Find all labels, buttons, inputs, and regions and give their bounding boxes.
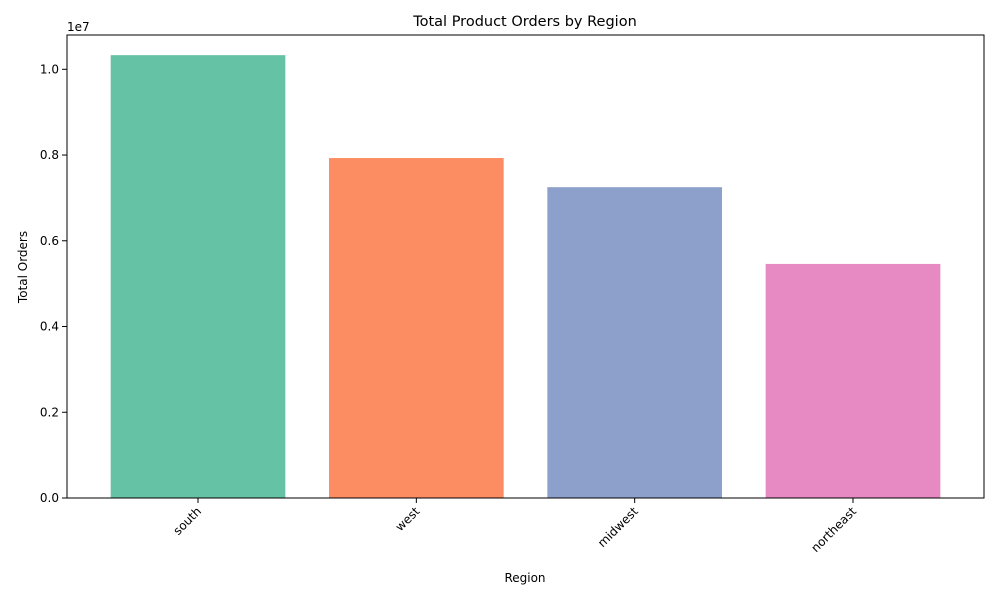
y-tick-label: 0.8: [40, 148, 59, 162]
chart-title: Total Product Orders by Region: [412, 14, 637, 30]
y-axis-label: Total Orders: [16, 231, 30, 304]
y-tick-label: 0.6: [40, 234, 59, 248]
y-axis-ticks: 0.0 0.2 0.4 0.6 0.8 1.0: [40, 62, 67, 505]
y-tick-label: 0.0: [40, 491, 59, 505]
y-tick-label: 1.0: [40, 62, 59, 76]
bar-series: [110, 55, 941, 499]
y-axis-offset-label: 1e7: [67, 20, 90, 34]
bar-south: [110, 55, 286, 499]
plot-area-frame: [66, 34, 985, 499]
x-axis-label: Region: [504, 571, 545, 585]
x-tick-label-west: west: [393, 504, 423, 534]
bar-northeast: [765, 263, 941, 498]
x-tick-label-midwest: midwest: [595, 504, 641, 550]
x-tick-label-south: south: [171, 504, 205, 538]
x-axis-ticks: south west midwest northeast: [171, 498, 859, 555]
y-tick-label: 0.2: [40, 405, 59, 419]
bar-west: [329, 158, 504, 499]
y-tick-label: 0.4: [40, 320, 59, 334]
bar-midwest: [547, 187, 722, 498]
x-tick-label-northeast: northeast: [808, 504, 859, 555]
